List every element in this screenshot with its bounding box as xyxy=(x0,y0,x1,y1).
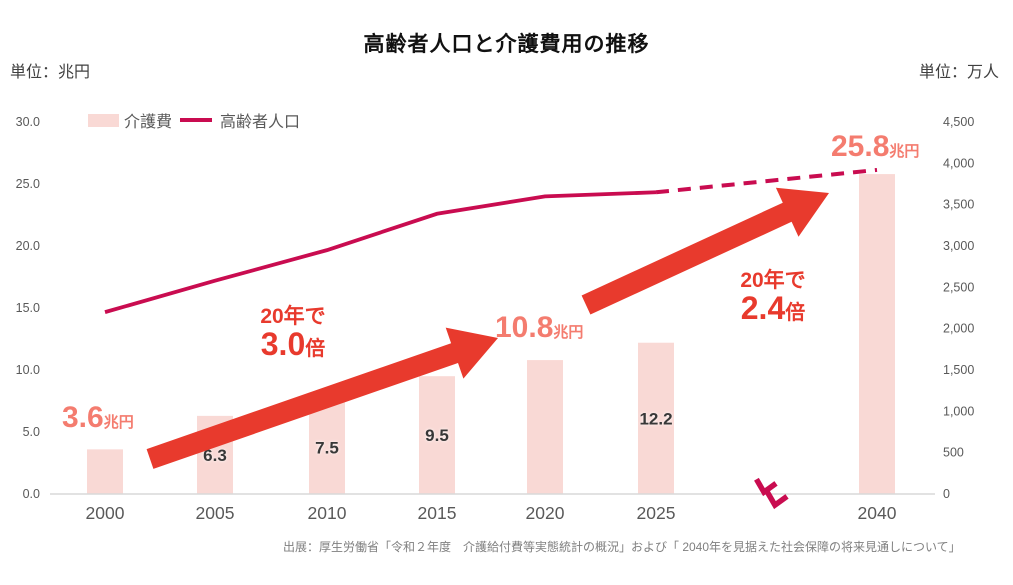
bar-2020 xyxy=(527,360,563,494)
right-axis-tick: 1,000 xyxy=(943,404,974,418)
left-axis-tick: 25.0 xyxy=(16,177,40,191)
growth-annotation-1: 20年で 3.0倍 xyxy=(228,305,358,363)
axis-break-icon xyxy=(765,490,789,510)
bar-2040 xyxy=(859,174,895,494)
left-axis-tick: 5.0 xyxy=(23,425,40,439)
page-title: 高齢者人口と介護費用の推移 xyxy=(363,33,650,56)
growth-arrow-1 xyxy=(146,327,498,469)
annotation-line1: 20年で xyxy=(260,305,326,328)
x-axis-label-2040: 2040 xyxy=(858,503,897,523)
right-axis-tick: 2,500 xyxy=(943,280,974,294)
highlight-unit: 兆円 xyxy=(889,143,920,160)
highlight-value-2040: 25.8兆円 xyxy=(831,132,919,162)
population-line-solid xyxy=(104,190,657,314)
bar-2010 xyxy=(309,401,345,494)
x-axis-label-2025: 2025 xyxy=(637,503,676,523)
x-axis-label-2010: 2010 xyxy=(308,503,347,523)
legend-bar-label: 介護費 xyxy=(124,114,173,131)
source-citation: 出展：厚生労働省「令和２年度 介護給付費等実態統計の概況」および「 2040年を… xyxy=(283,540,961,554)
left-axis-tick: 20.0 xyxy=(16,239,40,253)
highlight-unit: 兆円 xyxy=(103,414,134,431)
highlight-number: 3.6 xyxy=(62,401,104,434)
left-axis-tick: 0.0 xyxy=(23,487,40,501)
right-axis-unit-label: 単位：万人 xyxy=(918,64,999,81)
bar-2015 xyxy=(419,376,455,494)
legend-line-label: 高齢者人口 xyxy=(220,114,301,131)
growth-annotation-2: 20年で 2.4倍 xyxy=(708,269,838,327)
highlight-value-2000: 3.6兆円 xyxy=(62,403,134,433)
annotation-line1: 20年で xyxy=(740,269,806,292)
annotation-suffix: 倍 xyxy=(305,338,326,361)
x-axis-label-2000: 2000 xyxy=(86,503,125,523)
axis-break-icon xyxy=(754,477,778,497)
right-axis-tick: 4,500 xyxy=(943,115,974,129)
highlight-number: 25.8 xyxy=(831,130,890,163)
bar-value-label: 7.5 xyxy=(315,439,339,458)
x-axis-label-2020: 2020 xyxy=(526,503,565,523)
highlight-value-2020: 10.8兆円 xyxy=(495,313,583,343)
right-axis-tick: 4,000 xyxy=(943,156,974,170)
right-axis-tick: 3,500 xyxy=(943,198,974,212)
right-axis-tick: 1,500 xyxy=(943,363,974,377)
legend: 介護費 高齢者人口 xyxy=(88,108,300,132)
population-line-projection-dashed xyxy=(655,167,878,195)
x-axis-label-2015: 2015 xyxy=(418,503,457,523)
annotation-multiplier: 2.4 xyxy=(740,290,786,327)
bar-value-label: 12.2 xyxy=(639,409,672,428)
bar-value-label: 9.5 xyxy=(425,426,449,445)
x-axis-label-2005: 2005 xyxy=(196,503,235,523)
right-axis-tick: 2,000 xyxy=(943,322,974,336)
left-axis-tick: 30.0 xyxy=(16,115,40,129)
bar-value-label: 6.3 xyxy=(203,446,227,465)
left-axis-tick: 15.0 xyxy=(16,301,40,315)
legend-bar-swatch-icon xyxy=(88,113,119,127)
growth-arrow-2 xyxy=(581,187,829,315)
right-axis-tick: 0 xyxy=(943,487,950,501)
legend-line-swatch-icon xyxy=(180,118,213,122)
right-axis-tick: 3,000 xyxy=(943,239,974,253)
annotation-suffix: 倍 xyxy=(785,302,806,325)
left-axis-tick: 10.0 xyxy=(16,363,40,377)
highlight-unit: 兆円 xyxy=(553,324,584,341)
bar-2025 xyxy=(638,342,674,494)
highlight-number: 10.8 xyxy=(495,311,554,344)
bar-2000 xyxy=(87,449,123,494)
annotation-multiplier: 3.0 xyxy=(260,326,306,363)
left-axis-unit-label: 単位：兆円 xyxy=(10,64,91,81)
right-axis-tick: 500 xyxy=(943,446,964,460)
